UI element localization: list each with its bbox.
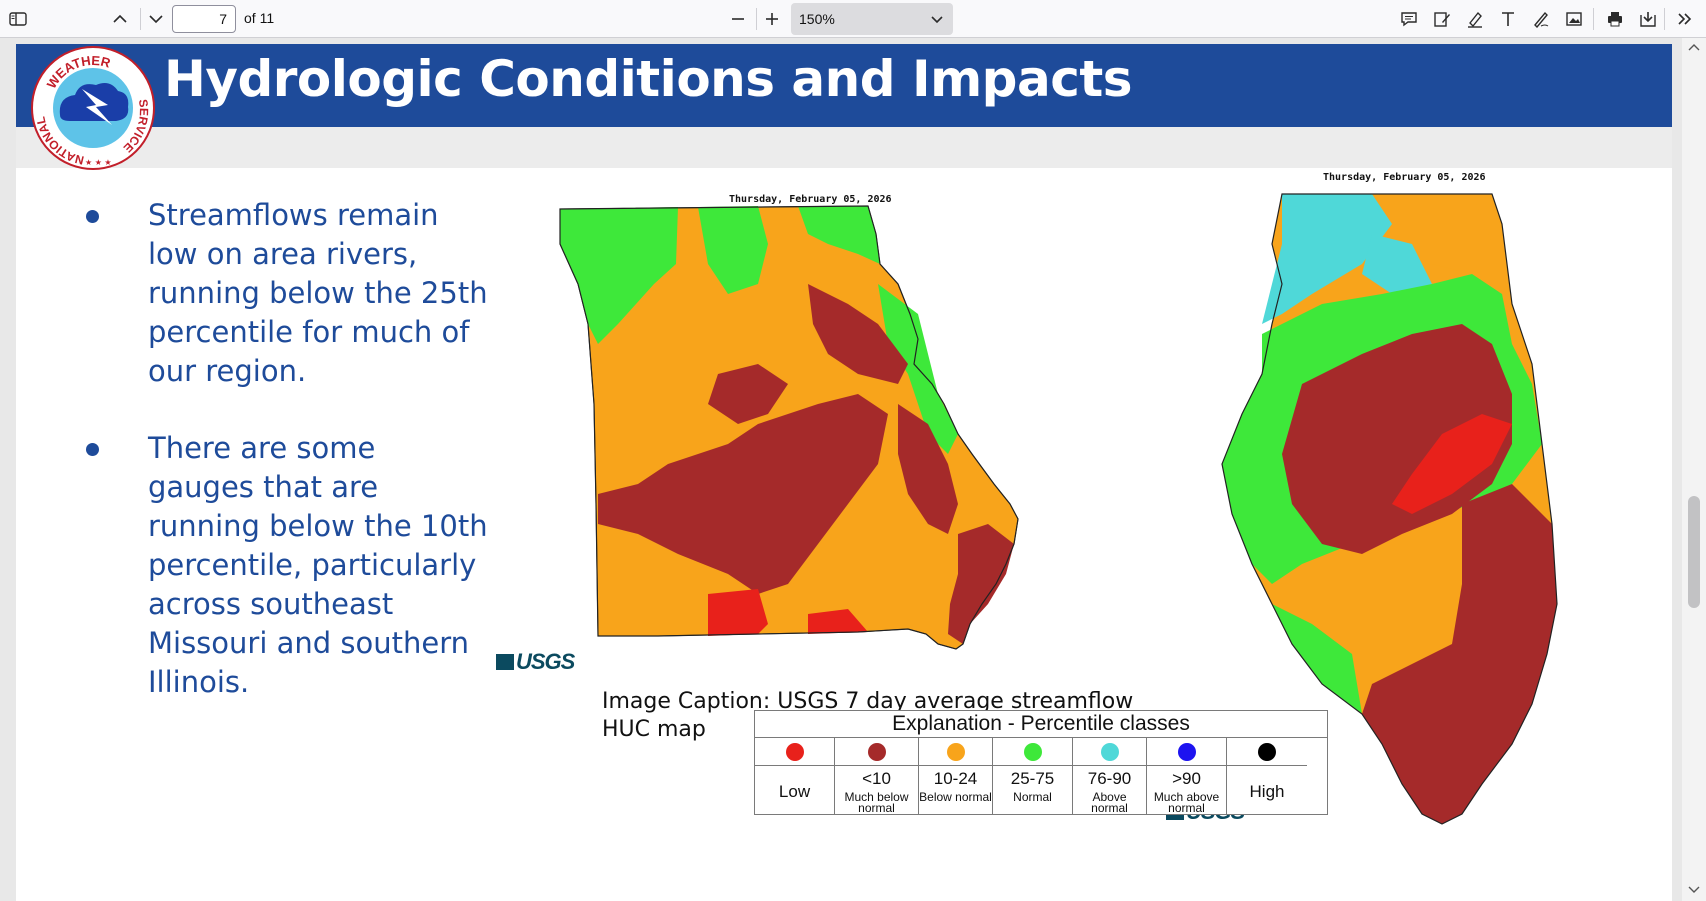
chevron-down-icon [931, 3, 943, 35]
legend-desc: Much below normal [844, 790, 909, 815]
more-tools-icon[interactable] [1673, 7, 1697, 31]
title-banner [16, 44, 1672, 127]
legend-column-below: 10-24 Below normal [919, 738, 993, 814]
legend-column-much-below: <10 Much below normal [835, 738, 919, 814]
legend-label-high: High [1249, 782, 1285, 801]
legend-range: >90 [1172, 769, 1201, 788]
legend-grid: Low <10 Much below normal 10-24 Below no… [755, 738, 1327, 814]
legend-title: Explanation - Percentile classes [755, 711, 1327, 738]
toolbar-divider [1664, 8, 1665, 30]
vertical-scrollbar[interactable] [1682, 38, 1706, 901]
scroll-up-icon[interactable] [1686, 40, 1702, 54]
bullet-text: There are some gauges that are running b… [148, 431, 488, 699]
zoom-select[interactable]: 150% [791, 3, 953, 35]
legend-column-above: 76-90 Above normal [1073, 738, 1147, 814]
highlight-icon[interactable] [1463, 7, 1487, 31]
legend-range: <10 [862, 769, 891, 788]
pdf-page: Hydrologic Conditions and Impacts WEATHE… [16, 44, 1672, 901]
page-total-label: of 11 [244, 10, 275, 26]
legend-swatch-normal [1023, 742, 1042, 761]
zoom-out-icon[interactable] [726, 7, 750, 31]
legend-swatch-much-below [867, 742, 886, 761]
scroll-thumb[interactable] [1688, 496, 1700, 608]
toolbar-divider [140, 8, 141, 30]
zoom-in-icon[interactable] [760, 7, 784, 31]
illinois-streamflow-map [1221, 193, 1558, 825]
legend-desc: Below normal [919, 790, 992, 804]
document-viewer[interactable]: Hydrologic Conditions and Impacts WEATHE… [0, 38, 1706, 901]
legend-desc: Normal [1013, 790, 1052, 804]
map-date-missouri: Thursday, February 05, 2026 [729, 194, 892, 205]
save-icon[interactable] [1636, 7, 1660, 31]
legend-desc: Much above normal [1153, 790, 1220, 815]
banner-stripe [16, 127, 1672, 168]
nws-logo: WEATHER NATIONAL SERVICE ★ ★ ★ [31, 46, 155, 170]
toolbar-divider [756, 8, 757, 30]
text-icon[interactable] [1496, 7, 1520, 31]
legend-swatch-high [1258, 742, 1276, 761]
comment-icon[interactable] [1397, 7, 1421, 31]
edit-sign-icon[interactable] [1430, 7, 1454, 31]
legend-swatch-below [946, 742, 965, 761]
legend-range: 25-75 [1010, 769, 1055, 788]
bullet-icon [86, 443, 99, 456]
zoom-value: 150% [799, 11, 835, 27]
map-date-illinois: Thursday, February 05, 2026 [1323, 172, 1486, 183]
legend-swatch-much-above [1177, 742, 1196, 761]
legend-swatch-above [1100, 742, 1119, 761]
image-caption: Image Caption: USGS 7 day average stream… [602, 689, 1134, 742]
legend-label-low: Low [778, 782, 811, 801]
slide-title: Hydrologic Conditions and Impacts [164, 50, 1133, 108]
page-down-icon[interactable] [144, 7, 168, 31]
scroll-down-icon[interactable] [1686, 883, 1702, 897]
legend-column-much-above: >90 Much above normal [1147, 738, 1227, 814]
logo-stars: ★ ★ ★ [85, 158, 112, 167]
bullet-icon [86, 210, 99, 223]
legend-range: 10-24 [933, 769, 978, 788]
bullet-text: Streamflows remain low on area rivers, r… [148, 198, 488, 388]
print-icon[interactable] [1603, 7, 1627, 31]
legend-swatch-low [785, 742, 804, 761]
usgs-label: USGS [516, 649, 575, 674]
bullet-list: Streamflows remain low on area rivers, r… [68, 196, 488, 740]
list-item: Streamflows remain low on area rivers, r… [68, 196, 488, 391]
pdf-toolbar: 7 of 11 150% [0, 0, 1706, 38]
usgs-wave-icon [496, 654, 514, 670]
sidebar-toggle-icon[interactable] [6, 7, 30, 31]
usgs-logo: USGS [496, 649, 575, 675]
toolbar-divider [1593, 8, 1594, 30]
missouri-streamflow-map [559, 205, 1019, 650]
legend-column-normal: 25-75 Normal [993, 738, 1073, 814]
draw-icon[interactable] [1529, 7, 1553, 31]
page-up-icon[interactable] [108, 7, 132, 31]
image-icon[interactable] [1562, 7, 1586, 31]
list-item: There are some gauges that are running b… [68, 429, 488, 702]
page-number-input[interactable]: 7 [172, 5, 236, 33]
legend-column-high: High [1227, 738, 1307, 814]
legend-range: 76-90 [1087, 769, 1132, 788]
percentile-legend: Explanation - Percentile classes Low <10… [754, 710, 1328, 815]
legend-desc: Above normal [1091, 790, 1128, 815]
legend-column-low: Low [755, 738, 835, 814]
